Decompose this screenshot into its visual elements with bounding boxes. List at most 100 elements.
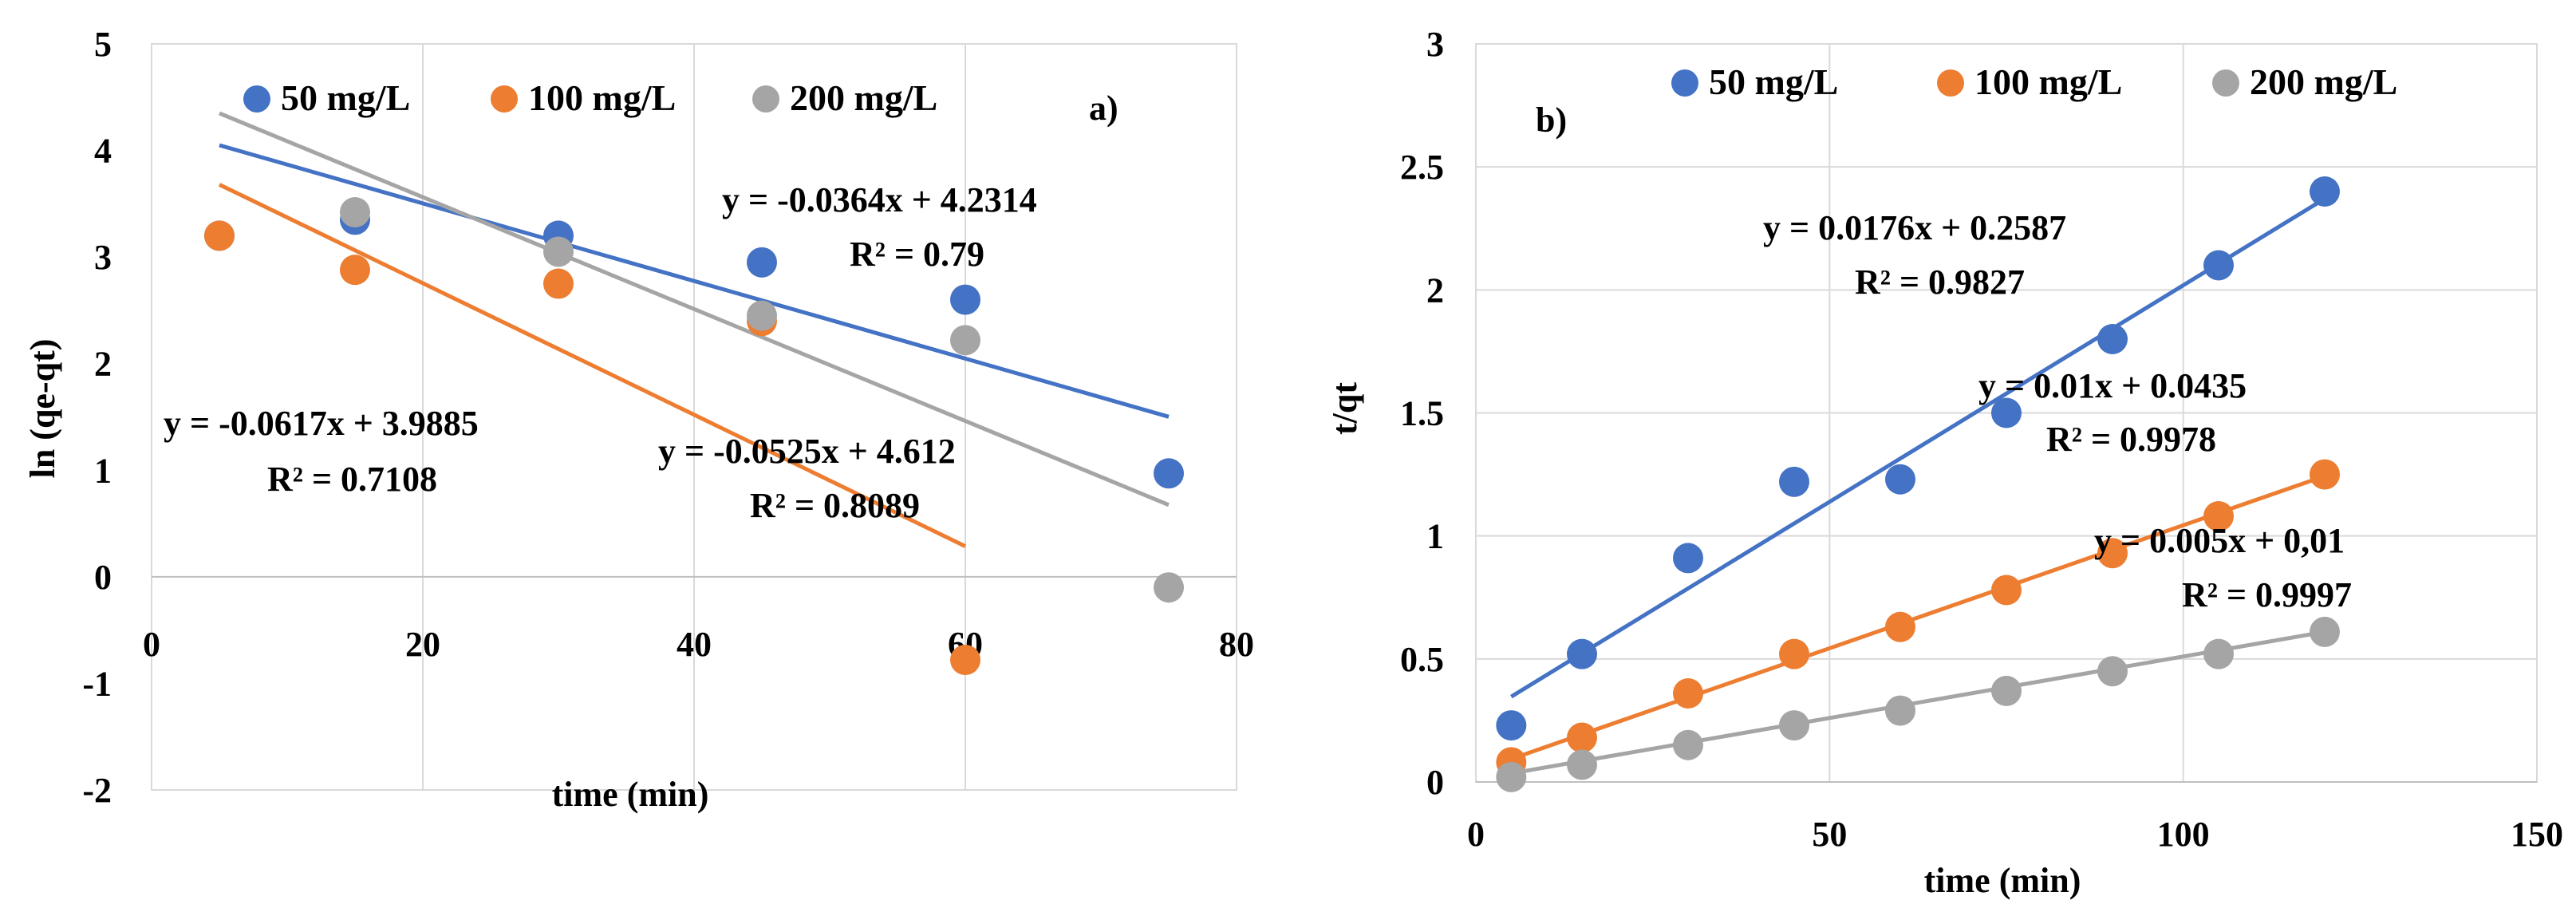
panel-b-chart: 0 50 100 150 0 0.5 1 1.5 2 2.5 3 50 mg/L 100 mg/L 20… [1325, 25, 2563, 900]
data-point [1673, 678, 1703, 709]
y-tick-label: 0 [94, 558, 112, 597]
panel-a-label: a) [1089, 89, 1118, 128]
data-point [1154, 572, 1184, 603]
panel-b-eq-50: y = 0.0176x + 0.2587 [1763, 208, 2066, 247]
panel-b-r2-100: R² = 0.9978 [2046, 420, 2216, 459]
legend-entry: 50 mg/L [281, 77, 410, 118]
trendline-200-mg-L [1510, 630, 2326, 776]
panel-b-r2-200: R² = 0.9997 [2182, 575, 2352, 614]
data-point [1885, 464, 1915, 495]
data-point [1673, 729, 1703, 760]
data-point [1779, 638, 1809, 669]
panel-a-r2-200: R² = 0.8089 [750, 486, 920, 525]
data-point [1673, 543, 1703, 574]
x-tick-label: 100 [2157, 815, 2210, 854]
panel-b-x-axis-title: time (min) [1924, 861, 2081, 900]
panel-b-data-points [1496, 176, 2340, 792]
panel-a-eq-50: y = -0.0364x + 4.2314 [722, 180, 1037, 219]
data-point [204, 220, 235, 251]
data-point [1496, 761, 1527, 792]
legend-marker [243, 85, 270, 113]
y-tick-label: 3 [94, 238, 112, 277]
data-point [950, 284, 980, 315]
data-point [2310, 616, 2340, 647]
data-point [1885, 695, 1915, 726]
data-point [1496, 710, 1527, 741]
data-point [2097, 538, 2128, 569]
panel-a-r2-100: R² = 0.7108 [267, 460, 437, 499]
panel-a-y-axis-title: ln (qe-qt) [23, 339, 62, 479]
data-point [1567, 722, 1597, 753]
legend-entry: 50 mg/L [1709, 61, 1838, 102]
data-point [543, 268, 574, 299]
y-tick-label: -2 [82, 771, 112, 810]
trendline-50-mg-L [219, 143, 1170, 419]
panel-a-x-axis-title: time (min) [552, 775, 709, 814]
data-point [1991, 397, 2022, 428]
legend-marker [491, 85, 518, 113]
data-point [1779, 710, 1809, 741]
data-point [747, 247, 777, 278]
x-tick-label: 150 [2511, 815, 2563, 854]
y-tick-label: 0 [1426, 763, 1444, 802]
x-tick-label: 20 [405, 625, 440, 664]
data-point [950, 645, 980, 676]
panel-b-gridlines [1475, 43, 2538, 783]
data-point [747, 300, 777, 331]
trendline-50-mg-L [1510, 196, 2326, 699]
x-tick-label: 80 [1219, 625, 1254, 664]
data-point [2097, 324, 2128, 354]
y-tick-label: 0.5 [1400, 640, 1444, 679]
y-tick-label: 2 [1426, 270, 1444, 310]
y-tick-label: 2.5 [1400, 148, 1444, 187]
panel-b-trendlines [1510, 196, 2326, 776]
panel-b-y-axis-title: t/qt [1325, 382, 1364, 435]
x-tick-label: 0 [143, 625, 160, 664]
panel-a-eq-200: y = -0.0525x + 4.612 [658, 432, 956, 471]
panel-b-legend: 50 mg/L 100 mg/L 200 mg/L [1671, 61, 2397, 102]
data-point [1991, 675, 2022, 706]
panel-a-eq-100: y = -0.0617x + 3.9885 [164, 404, 479, 443]
legend-entry: 200 mg/L [2250, 61, 2397, 102]
data-point [1154, 458, 1184, 489]
panel-a-r2-50: R² = 0.79 [850, 235, 984, 274]
panel-a-legend: 50 mg/L 100 mg/L 200 mg/L [243, 77, 937, 118]
data-point [2097, 656, 2128, 687]
legend-entry: 100 mg/L [1974, 61, 2122, 102]
data-point [1885, 611, 1915, 642]
legend-marker [752, 85, 779, 113]
y-tick-label: -1 [82, 664, 112, 703]
data-point [2203, 501, 2234, 531]
x-tick-label: 50 [1812, 815, 1847, 854]
legend-marker [1671, 69, 1698, 97]
panel-a-data-points [204, 197, 1184, 676]
data-point [950, 325, 980, 356]
y-tick-label: 1 [94, 451, 112, 490]
trendline-100-mg-L [218, 183, 967, 548]
panel-b-r2-50: R² = 0.9827 [1855, 263, 2025, 302]
legend-marker [2212, 69, 2239, 97]
data-point [340, 197, 370, 228]
data-point [543, 236, 574, 267]
panel-a-trendlines [218, 111, 1170, 548]
x-tick-label: 40 [677, 625, 712, 664]
panel-b-label: b) [1536, 101, 1567, 140]
trendline-100-mg-L [1510, 474, 2326, 761]
data-point [1991, 575, 2022, 606]
panel-b-tick-labels: 0 50 100 150 0 0.5 1 1.5 2 2.5 3 [1400, 25, 2563, 854]
data-point [1567, 638, 1597, 669]
y-tick-label: 4 [94, 132, 112, 171]
data-point [1779, 466, 1809, 497]
trendline-200-mg-L [219, 111, 1170, 507]
data-point [340, 255, 370, 286]
data-point [2203, 638, 2234, 669]
data-point [1567, 749, 1597, 780]
data-point [2310, 459, 2340, 490]
panel-b-eq-100: y = 0.01x + 0.0435 [1978, 366, 2247, 405]
legend-entry: 100 mg/L [528, 77, 676, 118]
y-tick-label: 5 [94, 25, 112, 64]
x-tick-label: 0 [1467, 815, 1485, 854]
